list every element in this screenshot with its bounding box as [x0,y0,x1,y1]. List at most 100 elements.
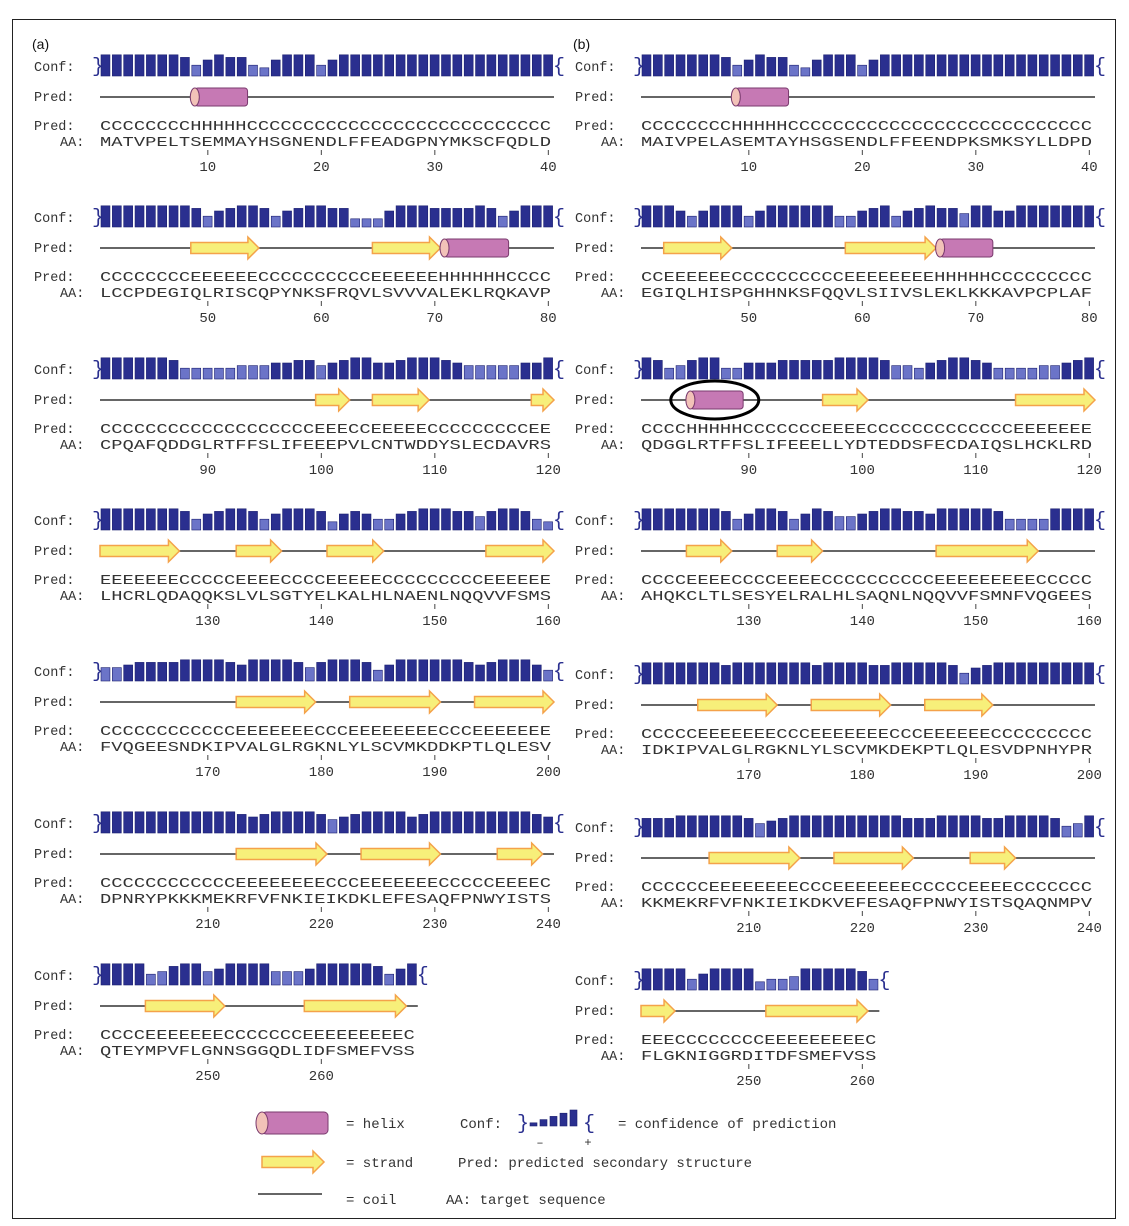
conf-bar [452,208,463,228]
conf-bar [653,818,663,838]
strand-arrow [685,538,733,564]
legend-conf-desc: = confidence of prediction [618,1117,836,1133]
conf-bar [259,67,270,77]
conf-bar [304,54,315,77]
conf-bar [452,659,463,682]
conf-bar [925,513,935,531]
conf-bar [202,215,213,228]
conf-bar [350,659,360,682]
tick-label: 60 [313,311,330,327]
conf-bar [293,208,304,228]
conf-bar [959,508,970,531]
tick-label: 220 [850,921,875,937]
conf-bar [732,367,743,380]
tick-label: 10 [740,160,757,176]
strand-arrow [303,993,408,1019]
conf-brace-right: { [1094,510,1106,533]
conf-bar [100,811,111,834]
conf-bar [868,978,879,991]
conf-bar [721,367,731,380]
conf-bar [1084,357,1094,380]
conf-bar [1038,54,1049,77]
conf-bar [891,215,901,228]
legend-aa-desc: AA: target sequence [446,1193,606,1209]
conf-bar [902,54,913,77]
conf-bar [191,659,202,682]
tick-label: 250 [736,1074,761,1090]
aa-label: AA: [601,897,625,912]
conf-bar [641,818,652,838]
strand-arrow [662,235,733,261]
pred-sequence: CCCCCCEEEEEEEECCCEEEEEEECCCCCEEEECCCCCCC [641,881,1092,896]
conf-bar [418,814,429,834]
conf-bar [486,208,497,228]
pred-label: Pred: [575,1005,616,1020]
tick-label: 50 [199,311,216,327]
conf-bar [407,816,417,834]
conf-bar [236,205,247,228]
conf-bar [202,367,213,380]
conf-bar [868,357,879,380]
conf-bar [743,59,754,77]
conf-bar [100,357,111,380]
conf-bar [811,968,822,991]
conf-bar [270,215,281,228]
conf-bar [948,665,958,685]
conf-bar [721,968,731,991]
conf-bar [259,659,270,682]
conf-bar [880,665,890,685]
conf-bar [180,811,190,834]
helix-end-cap [935,238,946,258]
conf-bar [327,659,338,682]
conf-bar [497,215,508,228]
conf-bar [653,205,663,228]
tick-label: 150 [963,614,988,630]
confidence-bars: }{ [633,508,1106,533]
tick-label: 120 [1077,463,1102,479]
legend-strand-icon [261,1149,326,1175]
confidence-bars: }{ [92,963,429,988]
conf-bar [1084,815,1094,838]
conf-brace-right: { [553,359,565,382]
conf-bar [1073,54,1083,77]
conf-bar [698,662,708,685]
conf-bar [811,205,822,228]
conf-bar [486,662,497,682]
conf-label: Conf: [575,212,616,227]
strand-arrow [765,998,870,1024]
conf-bar [777,662,788,685]
confidence-bars: }{ [633,54,1106,79]
conf-bar [191,367,202,380]
tick-label: 200 [1077,768,1102,784]
conf-bar [225,367,236,380]
pred-label: Pred: [34,271,75,286]
conf-bar [902,818,913,838]
conf-bar [800,360,811,380]
conf-bar [395,54,406,77]
conf-bar [112,811,122,834]
conf-bar [959,672,970,685]
tick-label: 170 [736,768,761,784]
conf-bar [1016,205,1026,228]
tick-label: 180 [850,768,875,784]
conf-bar [641,508,652,531]
structure-cartoon [100,689,556,715]
conf-bar [1073,662,1083,685]
conf-bar [1073,360,1083,380]
conf-bar [543,205,553,228]
conf-bar [959,213,970,228]
helix-cylinder [194,87,249,107]
aa-label: AA: [601,590,625,605]
aa-sequence: KKMEKRFVFNKIEIKDKVEFESAQFPNWYISTSQAQNMPV [641,897,1093,912]
conf-bar [429,357,440,380]
conf-label: Conf: [575,975,616,990]
strand-arrow [833,845,915,871]
conf-bar [698,210,708,228]
conf-bar [1004,54,1015,77]
conf-bar [441,360,451,380]
tick-label: 20 [313,160,330,176]
aa-label: AA: [60,1045,84,1060]
conf-bar [236,57,247,77]
conf-bar [270,513,281,531]
conf-bar [191,518,202,531]
